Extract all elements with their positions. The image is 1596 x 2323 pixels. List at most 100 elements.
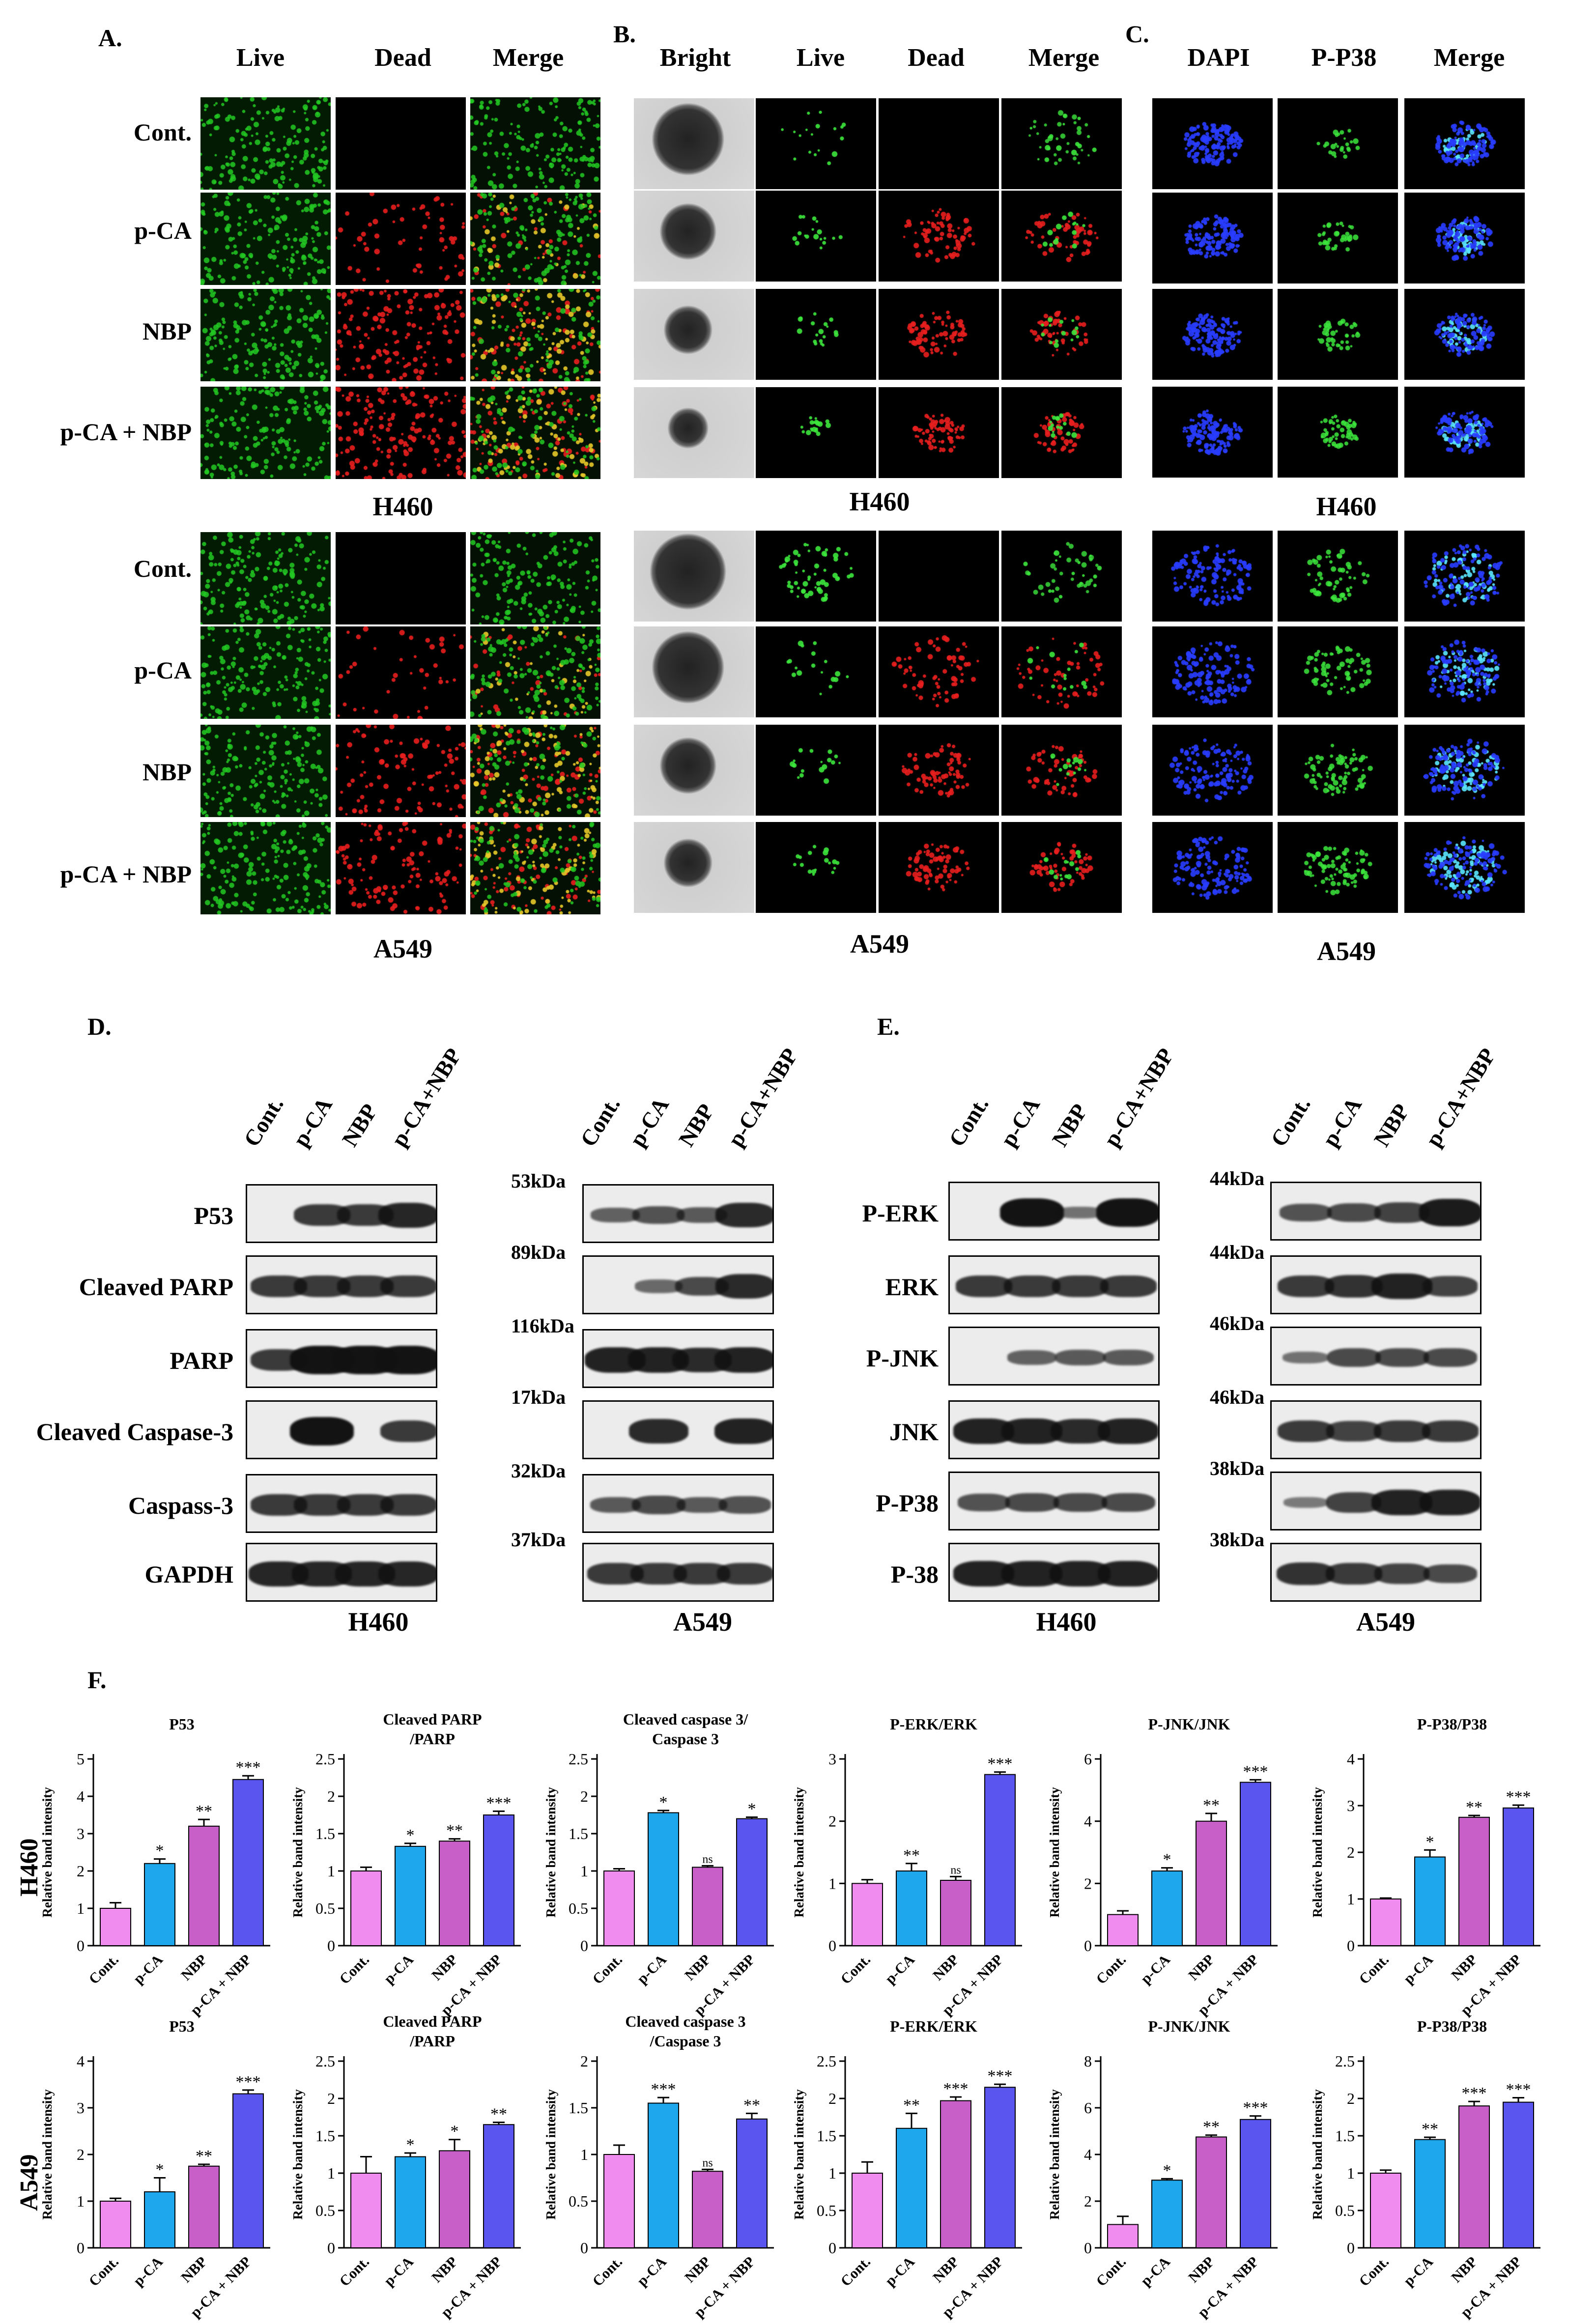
bar <box>100 2201 131 2248</box>
y-axis-label: Relative band intensity <box>1047 2089 1062 2220</box>
micro-pp38-tile <box>1278 725 1398 816</box>
y-tick-label: 2.5 <box>1335 2052 1355 2070</box>
protein-label: Caspass-3 <box>128 1492 233 1519</box>
panel-a-letter: A. <box>98 24 122 52</box>
y-tick-label: 0.5 <box>817 2202 836 2219</box>
y-tick-label: 2.5 <box>315 1750 335 1768</box>
blot-strip <box>1270 1255 1482 1314</box>
chart-title: P-ERK/ERK <box>890 2017 977 2035</box>
y-axis-label: Relative band intensity <box>1310 2089 1325 2220</box>
bar <box>1240 2119 1271 2248</box>
x-tick-label: p-CA <box>1138 1951 1173 1987</box>
bar <box>984 2087 1016 2249</box>
chart-title: P53 <box>169 1715 195 1733</box>
micro-bright-tile <box>634 531 754 622</box>
x-tick-label: p-CA <box>882 2253 918 2289</box>
bar <box>100 1908 131 1946</box>
blot-strip <box>582 1400 774 1459</box>
panel-d-cellline-h460: H460 <box>348 1607 409 1637</box>
micro-dapi-tile <box>1152 626 1273 717</box>
bar <box>1151 2180 1183 2248</box>
y-tick-label: 0 <box>327 1937 335 1955</box>
blot-strip <box>1270 1472 1482 1530</box>
kda-marker: 32kDa <box>511 1460 566 1482</box>
blot-strip <box>246 1400 437 1459</box>
micro-live-tile <box>200 97 331 190</box>
bar <box>1503 1807 1534 1946</box>
y-tick-label: 2 <box>77 2146 85 2163</box>
bar <box>940 1880 971 1946</box>
y-tick-label: 2 <box>77 1862 85 1880</box>
y-tick-label: 0 <box>327 2239 335 2257</box>
y-axis-label: Relative band intensity <box>1047 1787 1062 1918</box>
bar <box>1370 2173 1401 2248</box>
micro-dead-tile <box>336 626 466 719</box>
bar <box>1370 1898 1401 1946</box>
panel-c-cellline-a549: A549 <box>1317 936 1376 966</box>
blot-strip <box>948 1400 1160 1459</box>
protein-label: JNK <box>889 1418 939 1445</box>
micro-dead-tile <box>336 725 466 817</box>
x-tick-label: p-CA <box>634 2253 670 2289</box>
panel-c-header-dapi: DAPI <box>1187 44 1250 72</box>
significance-label: *** <box>988 1755 1013 1773</box>
micro-merge-tile <box>470 725 600 817</box>
kda-marker: 17kDa <box>511 1386 566 1408</box>
bar <box>439 1841 470 1946</box>
micro-pp38-tile <box>1278 98 1398 189</box>
chart-title: P-P38/P38 <box>1417 2017 1487 2035</box>
chart-title: /PARP <box>409 2032 455 2050</box>
bar <box>940 2100 971 2249</box>
bar <box>1196 2136 1227 2248</box>
panel-c-cellline-h460: H460 <box>1316 492 1377 521</box>
micro-merge-tile <box>1001 822 1122 913</box>
significance-label: ** <box>1203 2118 1220 2136</box>
y-tick-label: 0 <box>1347 2239 1355 2257</box>
y-tick-label: 2.5 <box>315 2052 335 2070</box>
y-tick-label: 1 <box>580 1862 588 1880</box>
kda-marker: 38kDa <box>1210 1457 1265 1479</box>
blot-strip <box>948 1543 1160 1602</box>
bar <box>1458 2105 1490 2249</box>
micro-pp38-tile <box>1278 289 1398 380</box>
y-tick-label: 1 <box>327 2164 335 2182</box>
micro-dead-tile <box>879 531 999 622</box>
x-tick-label: NBP <box>682 1952 714 1984</box>
kda-marker: 38kDa <box>1210 1529 1265 1551</box>
y-tick-label: 3 <box>1347 1797 1355 1814</box>
bar <box>1107 2224 1139 2248</box>
chart-title: /PARP <box>409 1730 455 1748</box>
significance-label: * <box>1163 2161 1171 2180</box>
blot-strip <box>246 1329 437 1388</box>
micro-dead-tile <box>879 289 999 380</box>
panel-e-letter: E. <box>877 1013 900 1040</box>
micro-live-tile <box>200 725 331 817</box>
protein-label: PARP <box>170 1347 233 1374</box>
y-tick-label: 2 <box>1347 1843 1355 1861</box>
y-tick-label: 0 <box>1084 2239 1092 2257</box>
micro-live-tile <box>756 531 876 622</box>
y-axis-label: Relative band intensity <box>1310 1787 1325 1918</box>
blot-strip <box>582 1255 774 1314</box>
panel-a-cellline-h460: H460 <box>372 492 433 521</box>
x-tick-label: p-CA <box>1400 2253 1436 2289</box>
y-tick-label: 1.5 <box>315 2127 335 2145</box>
panel-b-header-bright: Bright <box>659 44 731 72</box>
bar <box>483 2124 514 2249</box>
micro-dead-tile <box>336 97 466 190</box>
micro-merge-tile <box>470 532 600 624</box>
micro-dapi-tile <box>1152 387 1273 478</box>
bar <box>692 1867 723 1946</box>
protein-label: ERK <box>885 1273 939 1301</box>
x-tick-label: Cont. <box>337 1952 372 1987</box>
y-tick-label: 2 <box>1084 1874 1092 1892</box>
y-tick-label: 1 <box>327 1862 335 1880</box>
blot-strip <box>246 1255 437 1314</box>
x-tick-label: Cont. <box>1356 2254 1392 2290</box>
y-tick-label: 0 <box>580 2239 588 2257</box>
y-tick-label: 2 <box>828 2090 836 2107</box>
y-tick-label: 1.5 <box>1335 2127 1355 2145</box>
panel-a-row-cont-a549: Cont. <box>133 555 192 582</box>
kda-marker: 53kDa <box>511 1170 566 1192</box>
y-tick-label: 2 <box>327 1787 335 1805</box>
